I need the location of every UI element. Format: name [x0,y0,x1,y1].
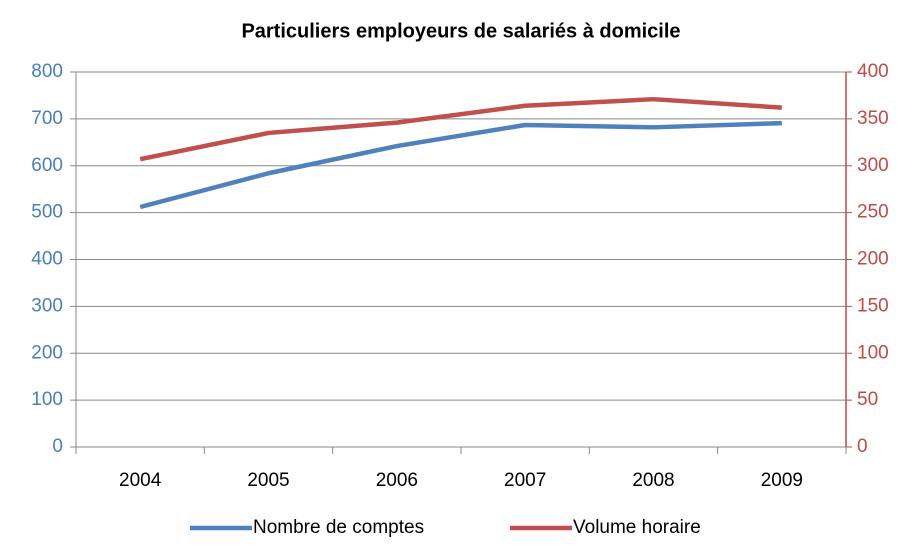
y-tick-label: 700 [31,108,63,129]
y-tick-label: 600 [31,155,63,176]
legend-label: Volume horaire [573,517,701,538]
chart-title: Particuliers employeurs de salariés à do… [241,20,680,42]
y2-tick-label: 100 [857,342,889,363]
y2-tick-label: 350 [857,108,889,129]
y-tick-label: 300 [31,295,63,316]
x-tick-label: 2009 [761,470,803,491]
legend-label: Nombre de comptes [253,517,424,538]
series-line [139,96,782,162]
y2-tick-label: 150 [857,295,889,316]
x-tick-label: 2008 [632,470,674,491]
y2-tick-label: 400 [857,61,889,82]
x-tick-label: 2005 [247,470,289,491]
y2-tick-label: 200 [857,249,889,270]
y-tick-label: 500 [31,202,63,223]
y-tick-label: 0 [52,436,63,457]
y2-tick-label: 0 [857,436,868,457]
x-tick-label: 2006 [376,470,418,491]
series-line [139,120,782,210]
y-tick-label: 400 [31,249,63,270]
y2-tick-label: 50 [857,389,878,410]
y-tick-label: 200 [31,342,63,363]
y-tick-label: 800 [31,61,63,82]
x-tick-label: 2007 [504,470,546,491]
y-tick-label: 100 [31,389,63,410]
x-tick-label: 2004 [119,470,162,491]
y2-tick-label: 250 [857,202,889,223]
y2-tick-label: 300 [857,155,889,176]
